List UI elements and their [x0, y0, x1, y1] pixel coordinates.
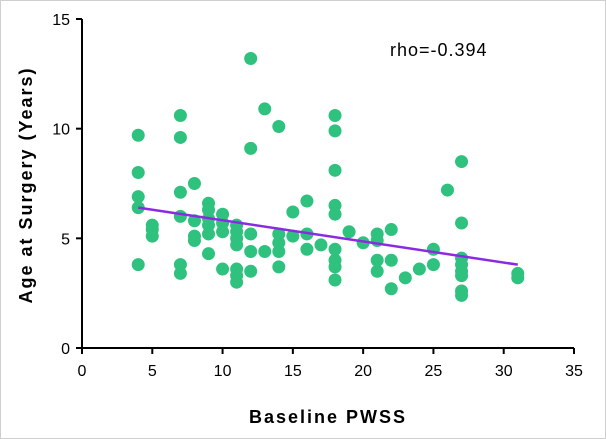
data-point [384, 223, 398, 237]
data-point [244, 141, 258, 155]
data-point [202, 227, 216, 241]
data-point [173, 130, 187, 144]
data-point [244, 51, 258, 65]
data-point [173, 266, 187, 280]
x-tick-label: 30 [495, 363, 513, 380]
data-point [314, 238, 328, 252]
y-axis-title: Age at Surgery (Years) [16, 66, 36, 303]
data-point [412, 262, 426, 276]
trend-line-group [138, 206, 518, 266]
data-point [370, 253, 384, 267]
data-point [216, 225, 230, 239]
x-tick-label: 35 [565, 363, 583, 380]
data-point [328, 260, 342, 274]
y-tick-label: 0 [61, 341, 70, 358]
data-point [328, 163, 342, 177]
data-point [328, 109, 342, 123]
data-point [258, 102, 272, 116]
data-point [131, 166, 145, 180]
x-tick-label: 0 [78, 363, 87, 380]
y-tick-label: 5 [61, 231, 70, 248]
y-tick-label: 15 [52, 12, 70, 29]
data-point [131, 190, 145, 204]
data-point [300, 194, 314, 208]
x-tick-label: 25 [425, 363, 443, 380]
data-point [286, 229, 300, 243]
data-point [328, 273, 342, 287]
data-point [202, 247, 216, 261]
data-point [356, 236, 370, 250]
data-point [272, 119, 286, 133]
trend-line [138, 206, 518, 266]
data-point [426, 258, 440, 272]
data-point [384, 253, 398, 267]
data-point [258, 244, 272, 258]
data-point [131, 258, 145, 272]
data-point [216, 262, 230, 276]
x-tick-label: 5 [148, 363, 157, 380]
data-point [300, 242, 314, 256]
data-point [440, 183, 454, 197]
x-axis-title: Baseline PWSS [249, 407, 407, 427]
data-point [272, 260, 286, 274]
data-point [328, 207, 342, 221]
data-point [342, 225, 356, 239]
data-point [244, 244, 258, 258]
data-point [328, 124, 342, 138]
data-point [455, 216, 469, 230]
data-point [398, 271, 412, 285]
rho-annotation: rho=-0.394 [390, 40, 488, 60]
data-point [230, 275, 244, 289]
data-point [370, 264, 384, 278]
data-point [187, 177, 201, 190]
data-point [272, 244, 286, 258]
data-point [455, 269, 469, 283]
data-point [328, 242, 342, 256]
data-point [230, 238, 244, 252]
data-point [455, 288, 469, 302]
data-points [131, 51, 525, 302]
data-point [173, 209, 187, 223]
data-point [384, 282, 398, 296]
data-point [131, 128, 145, 142]
y-tick-label: 10 [52, 122, 70, 139]
data-point [173, 109, 187, 123]
data-point [187, 234, 201, 248]
data-point [244, 264, 258, 278]
data-point [244, 227, 258, 241]
x-tick-label: 10 [214, 363, 232, 380]
x-tick-label: 20 [354, 363, 372, 380]
data-point [286, 205, 300, 219]
axes: 0 5 10 15 20 25 30 35 0 5 10 15 [52, 12, 583, 380]
data-point [145, 229, 159, 243]
x-tick-label: 15 [284, 363, 302, 380]
data-point [173, 185, 187, 199]
data-point [511, 271, 525, 285]
data-point [455, 155, 469, 169]
